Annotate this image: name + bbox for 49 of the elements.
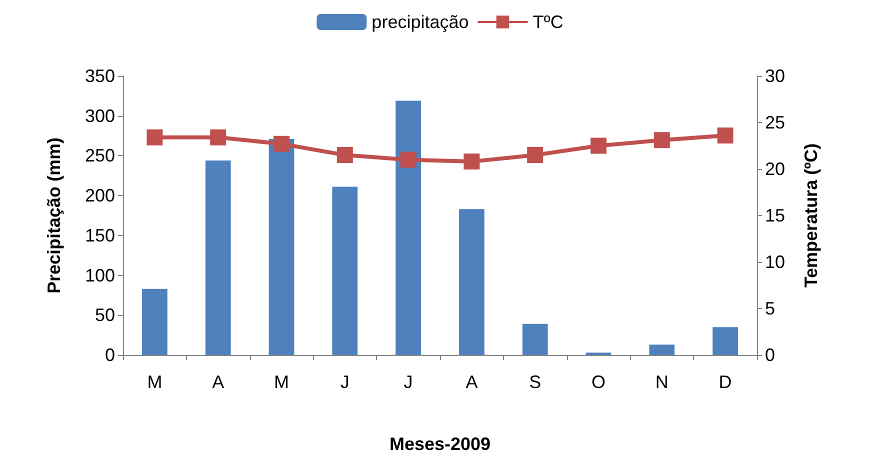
x-tick-label: O [591, 372, 606, 392]
x-tick-label: A [212, 372, 224, 392]
point [590, 138, 606, 154]
y2-tick-label: 5 [765, 298, 776, 318]
point [274, 136, 290, 152]
bar [649, 344, 675, 355]
y-tick-label: 50 [94, 305, 115, 326]
point [210, 129, 226, 146]
y2-tick-label: 20 [765, 159, 786, 179]
point [146, 129, 163, 146]
point [336, 147, 353, 164]
y-tick-label: 250 [84, 146, 115, 166]
y-axis-title: Precipitação (mm) [44, 137, 64, 294]
bar [396, 100, 421, 355]
point [527, 147, 544, 164]
y-tick-label: 300 [84, 106, 115, 126]
y2-axis-title: Temperatura (ºC) [801, 143, 821, 288]
x-tick-label: D [718, 372, 732, 392]
bar [268, 138, 294, 355]
y-tick-label: 350 [84, 66, 115, 86]
point [464, 154, 480, 170]
legend-label: TºC [532, 12, 564, 32]
y-tick-label: 0 [104, 345, 115, 365]
bar [205, 160, 231, 355]
x-tick-label: J [404, 372, 413, 392]
y-tick-label: 150 [84, 225, 115, 246]
x-tick-label: M [274, 372, 289, 392]
bar [712, 327, 738, 355]
y2-tick-label: 25 [765, 112, 786, 132]
bar [459, 209, 484, 355]
point [654, 132, 670, 148]
y2-tick-label: 0 [765, 345, 776, 365]
y-tick-label: 200 [84, 186, 115, 206]
bar [522, 324, 548, 355]
x-tick-label: J [340, 372, 350, 392]
y-tick-label: 100 [84, 265, 115, 286]
x-tick-label: A [466, 372, 478, 392]
x-tick-label: S [529, 372, 542, 392]
bar [332, 186, 358, 355]
x-tick-label: N [655, 372, 668, 392]
y2-tick-label: 10 [765, 252, 786, 272]
y2-tick-label: 30 [765, 66, 786, 86]
x-tick-label: M [147, 372, 162, 392]
point [717, 128, 734, 144]
point [400, 152, 416, 168]
bar [142, 288, 168, 355]
legend-label: precipitação [372, 12, 469, 32]
x-axis-title: Meses-2009 [389, 434, 491, 454]
y2-tick-label: 15 [765, 206, 786, 226]
